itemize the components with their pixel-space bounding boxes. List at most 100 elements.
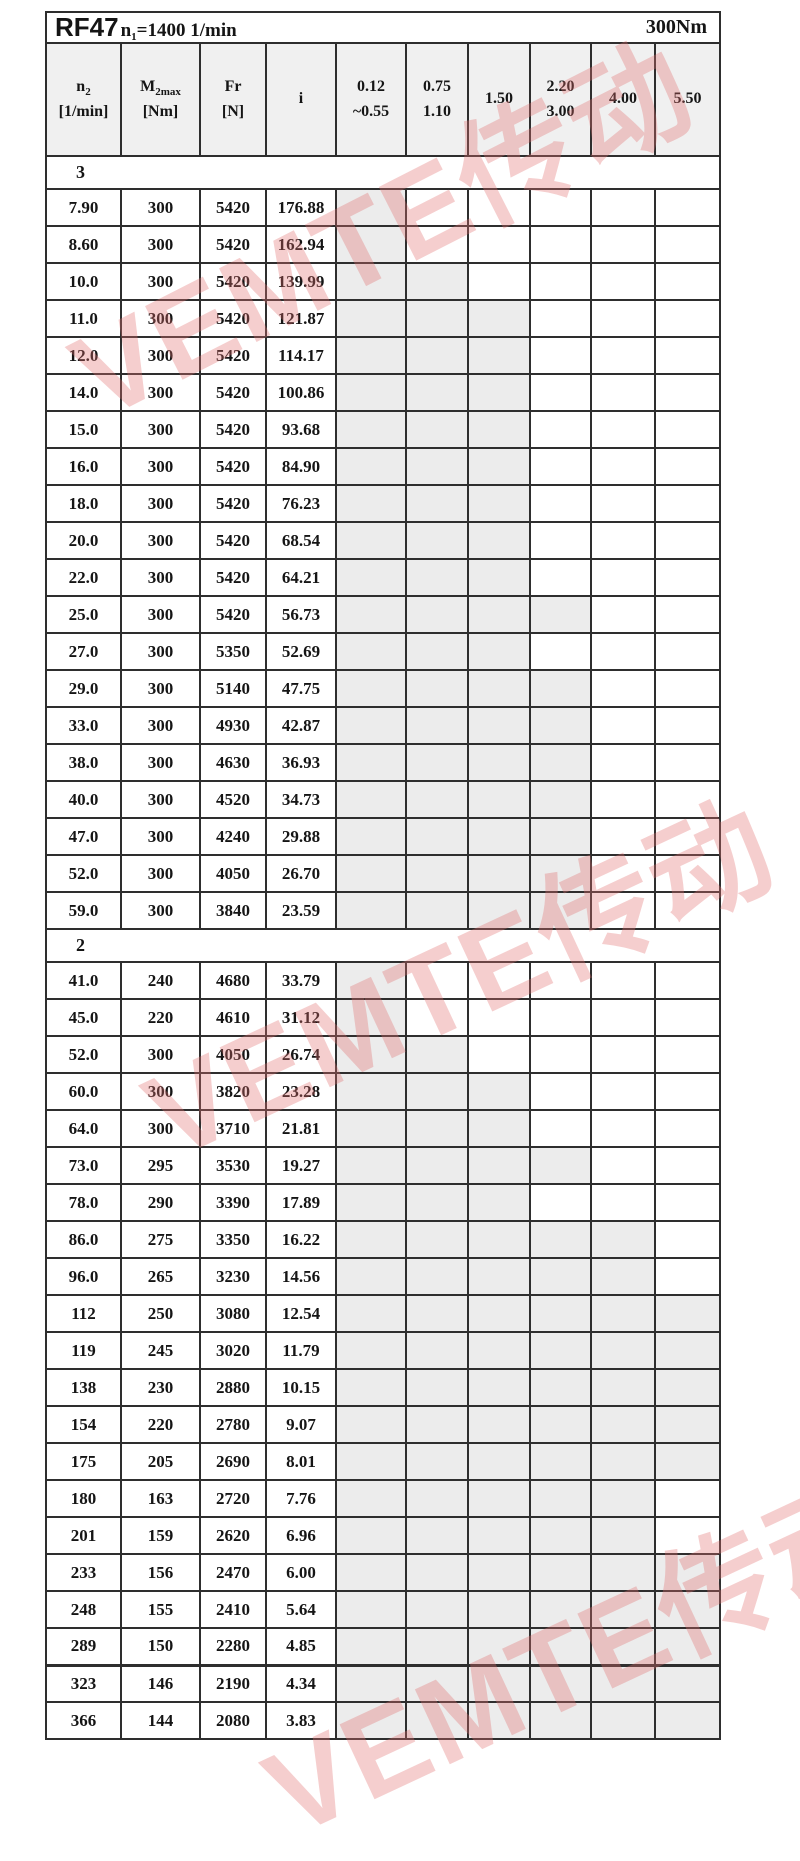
cell-ratio: 11.79 <box>265 1331 337 1370</box>
cell-power-0.75-available <box>405 299 469 338</box>
table-row: 233 156 2470 6.00 <box>45 1553 721 1592</box>
table-row: 289 150 2280 4.85 <box>45 1627 721 1667</box>
cell-n2: 60.0 <box>45 1072 122 1111</box>
cell-power-0.75-available <box>405 1183 469 1222</box>
cell-fr: 2410 <box>199 1590 267 1629</box>
cell-power-0.75 <box>405 961 469 1000</box>
cell-n2: 14.0 <box>45 373 122 412</box>
cell-power-0.12-available <box>335 743 407 782</box>
cell-power-0.75-available <box>405 336 469 375</box>
col-header-power-4.00: 4.00 <box>590 42 656 157</box>
table-row: 33.0 300 4930 42.87 <box>45 706 721 745</box>
cell-power-2.20-available <box>529 1590 592 1629</box>
table-row: 16.0 300 5420 84.90 <box>45 447 721 486</box>
cell-power-1.50-available <box>467 780 531 819</box>
cell-power-4.00 <box>590 558 656 597</box>
table-row: 59.0 300 3840 23.59 <box>45 891 721 930</box>
cell-m2max: 265 <box>120 1257 201 1296</box>
cell-ratio: 56.73 <box>265 595 337 634</box>
cell-m2max: 295 <box>120 1146 201 1185</box>
cell-fr: 5420 <box>199 299 267 338</box>
cell-m2max: 230 <box>120 1368 201 1407</box>
cell-n2: 59.0 <box>45 891 122 930</box>
table-row: 7.90 300 5420 176.88 <box>45 188 721 227</box>
cell-power-0.12-available <box>335 780 407 819</box>
table-row: 18.0 300 5420 76.23 <box>45 484 721 523</box>
gear-unit-rating-table: RF47 n1=1400 1/min 300Nm n2 [1/min] M2max… <box>45 11 721 1740</box>
table-row: 41.0 240 4680 33.79 <box>45 961 721 1000</box>
table-row: 8.60 300 5420 162.94 <box>45 225 721 264</box>
cell-power-1.50-available <box>467 410 531 449</box>
cell-m2max: 300 <box>120 558 201 597</box>
cell-power-0.12-available <box>335 521 407 560</box>
cell-m2max: 163 <box>120 1479 201 1518</box>
cell-power-2.20-available <box>529 669 592 708</box>
cell-power-4.00 <box>590 1072 656 1111</box>
cell-ratio: 139.99 <box>265 262 337 301</box>
table-row: 248 155 2410 5.64 <box>45 1590 721 1629</box>
cell-power-2.20 <box>529 484 592 523</box>
cell-power-5.50 <box>654 998 721 1037</box>
cell-fr: 4050 <box>199 854 267 893</box>
cell-power-4.00 <box>590 780 656 819</box>
cell-n2: 64.0 <box>45 1109 122 1148</box>
cell-ratio: 19.27 <box>265 1146 337 1185</box>
cell-power-5.50 <box>654 632 721 671</box>
cell-n2: 73.0 <box>45 1146 122 1185</box>
cell-power-2.20-available <box>529 1146 592 1185</box>
col-header-power-0.12: 0.12 ~0.55 <box>335 42 407 157</box>
cell-power-1.50-available <box>467 1479 531 1518</box>
cell-power-5.50 <box>654 1479 721 1518</box>
cell-power-2.20 <box>529 225 592 264</box>
cell-power-0.75-available <box>405 410 469 449</box>
cell-ratio: 26.74 <box>265 1035 337 1074</box>
cell-power-1.50-available <box>467 373 531 412</box>
col-header-power-0.75: 0.75 1.10 <box>405 42 469 157</box>
table-row: 45.0 220 4610 31.12 <box>45 998 721 1037</box>
cell-m2max: 156 <box>120 1553 201 1592</box>
cell-ratio: 17.89 <box>265 1183 337 1222</box>
cell-power-2.20-available <box>529 1627 592 1667</box>
cell-ratio: 121.87 <box>265 299 337 338</box>
cell-power-0.12-available <box>335 225 407 264</box>
table-row: 11.0 300 5420 121.87 <box>45 299 721 338</box>
cell-power-5.50-available <box>654 1405 721 1444</box>
cell-power-0.75-available <box>405 1257 469 1296</box>
cell-m2max: 220 <box>120 998 201 1037</box>
cell-n2: 119 <box>45 1331 122 1370</box>
cell-power-0.12-available <box>335 961 407 1000</box>
cell-power-4.00 <box>590 854 656 893</box>
cell-m2max: 300 <box>120 706 201 745</box>
cell-power-1.50 <box>467 225 531 264</box>
cell-m2max: 300 <box>120 447 201 486</box>
cell-fr: 5420 <box>199 336 267 375</box>
cell-power-5.50-available <box>654 1664 721 1703</box>
cell-power-0.75 <box>405 188 469 227</box>
table-row: 323 146 2190 4.34 <box>45 1664 721 1703</box>
cell-power-1.50-available <box>467 1072 531 1111</box>
cell-power-0.12-available <box>335 299 407 338</box>
cell-power-5.50 <box>654 595 721 634</box>
cell-power-4.00 <box>590 1183 656 1222</box>
cell-power-1.50-available <box>467 1331 531 1370</box>
cell-power-5.50 <box>654 961 721 1000</box>
cell-power-1.50-available <box>467 669 531 708</box>
cell-m2max: 290 <box>120 1183 201 1222</box>
cell-power-4.00 <box>590 743 656 782</box>
cell-ratio: 7.76 <box>265 1479 337 1518</box>
cell-fr: 4050 <box>199 1035 267 1074</box>
cell-power-2.20 <box>529 558 592 597</box>
cell-power-0.12-available <box>335 1183 407 1222</box>
cell-power-5.50 <box>654 669 721 708</box>
cell-power-2.20 <box>529 1072 592 1111</box>
cell-power-1.50 <box>467 1035 531 1074</box>
cell-power-4.00-available <box>590 1627 656 1667</box>
cell-power-0.12-available <box>335 410 407 449</box>
cell-m2max: 300 <box>120 743 201 782</box>
cell-power-4.00 <box>590 1109 656 1148</box>
cell-ratio: 52.69 <box>265 632 337 671</box>
cell-n2: 27.0 <box>45 632 122 671</box>
cell-power-2.20 <box>529 521 592 560</box>
cell-fr: 2880 <box>199 1368 267 1407</box>
cell-n2: 112 <box>45 1294 122 1333</box>
